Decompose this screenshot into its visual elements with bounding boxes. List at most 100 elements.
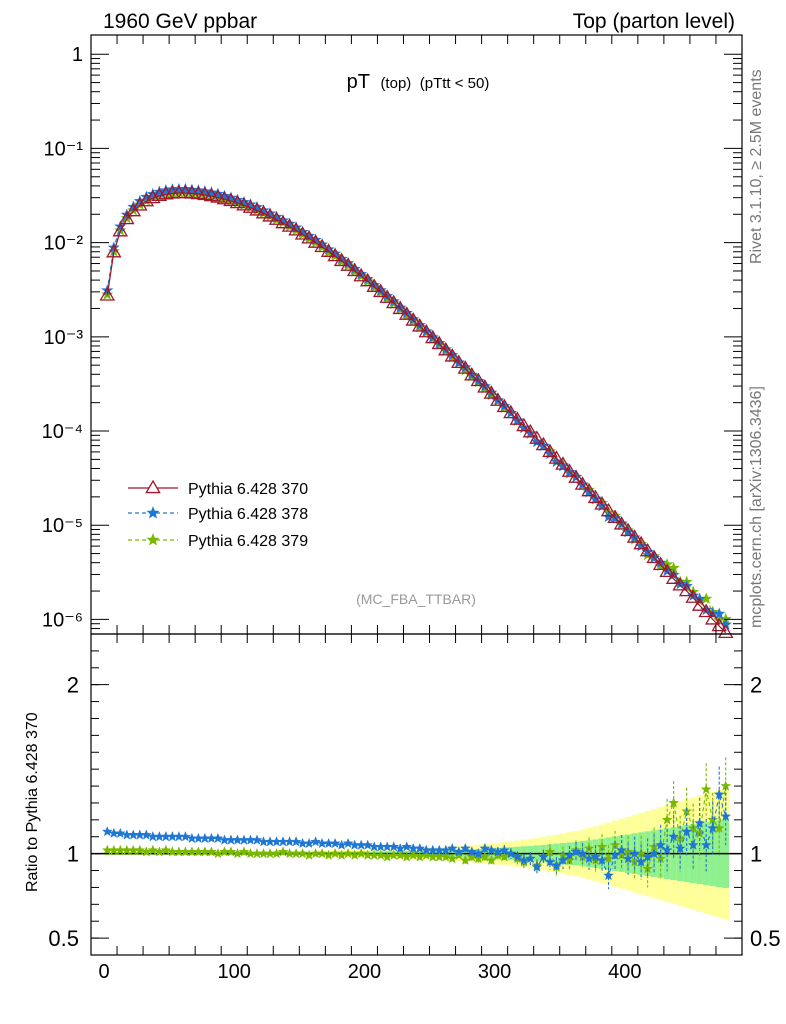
series-370-point	[353, 267, 369, 282]
series-378-ratio-point	[525, 852, 536, 864]
series-378-ratio-point	[681, 825, 693, 837]
series-370-point	[633, 535, 649, 550]
series-370-point	[307, 234, 324, 248]
series-379-ratio-point	[297, 847, 308, 859]
series-370-point	[385, 294, 402, 309]
header-right: Top (parton level)	[573, 10, 735, 33]
series-378-ratio-point	[720, 810, 732, 822]
series-379-ratio-point	[225, 846, 237, 857]
analysis-watermark: (MC_FBA_TTBAR)	[356, 591, 476, 607]
series-370-point	[262, 208, 278, 222]
series-379-ratio-point	[440, 851, 452, 862]
series-378-point	[713, 607, 726, 619]
series-370-point	[672, 577, 688, 591]
series-378-ratio-point	[661, 844, 673, 855]
series-370-point	[359, 272, 376, 287]
series-370-point	[717, 624, 734, 639]
series-378-point	[205, 186, 218, 198]
series-379-ratio-point	[238, 846, 250, 857]
header-left: 1960 GeV ppbar	[103, 10, 257, 33]
series-378-ratio-point	[668, 830, 680, 842]
series-370-point	[542, 443, 558, 458]
series-378-ratio-point	[290, 836, 302, 847]
series-370-point	[372, 283, 389, 298]
series-370-point	[516, 417, 532, 432]
main-y-tick-label: 10⁻⁶	[42, 609, 83, 631]
series-370-point	[99, 287, 116, 301]
series-378-ratio-point	[616, 844, 627, 855]
ratio-plot-frame	[90, 633, 743, 956]
series-378-ratio-point	[251, 834, 263, 845]
x-tick-label: 300	[478, 961, 511, 983]
mcplots-label: mcplots.cern.ch [arXiv:1306.3436]	[748, 386, 765, 628]
series-379-ratio-point	[355, 847, 367, 859]
main-y-tick-label: 10⁻⁴	[42, 421, 83, 443]
series-370-point	[457, 360, 474, 374]
series-370-point	[210, 189, 226, 203]
legend-marker-1	[146, 506, 160, 519]
series-378-ratio-point	[687, 839, 699, 850]
series-370-point	[119, 210, 135, 225]
series-378-ratio-point	[466, 846, 478, 857]
series-379-ratio-point	[466, 851, 478, 862]
series-370-point	[438, 341, 454, 356]
series-378-ratio-point	[648, 847, 660, 859]
series-378-ratio-point	[303, 837, 315, 849]
series-370-point	[255, 204, 272, 219]
series-379-ratio-point	[668, 797, 680, 808]
series-370-point	[444, 348, 461, 362]
series-370-point	[535, 436, 552, 451]
series-378-ratio-point	[342, 837, 354, 849]
legend-label-0: Pythia 6.428 370	[188, 481, 308, 498]
plot-title-sub2: (pTtt < 50)	[420, 75, 490, 92]
ratio-y-tick-label-right: 0.5	[750, 926, 781, 951]
series-379-ratio-point	[329, 847, 341, 859]
series-378-line	[106, 188, 727, 626]
series-379-ratio-point	[316, 847, 328, 859]
series-370-point	[112, 222, 129, 237]
series-370-point	[522, 423, 539, 438]
series-370-point	[151, 187, 168, 202]
x-tick-label: 100	[218, 961, 251, 983]
series-370-point	[431, 335, 448, 350]
series-379-ratio-point	[342, 847, 354, 859]
series-370-point	[451, 354, 467, 368]
series-378-ratio-point	[329, 837, 341, 849]
series-370-point	[366, 278, 382, 292]
series-379-ratio-point	[160, 844, 172, 855]
series-370-point	[236, 196, 252, 211]
series-379-line	[106, 192, 726, 621]
series-379-ratio-point	[277, 846, 289, 857]
series-378-ratio-point	[453, 846, 465, 857]
series-378-ratio-point	[101, 825, 113, 837]
series-370-point	[320, 243, 337, 257]
series-378-ratio-point	[596, 854, 608, 865]
series-370-point	[509, 411, 526, 425]
series-370-point	[314, 238, 330, 253]
series-370-point	[503, 404, 519, 419]
series-378-ratio-point	[570, 846, 582, 857]
series-370-point	[398, 306, 415, 320]
series-370-point	[301, 230, 317, 244]
series-378-ratio-point	[511, 851, 523, 862]
series-370-point	[418, 323, 435, 338]
plot-title-sub1: (top)	[380, 75, 411, 92]
series-370-point	[652, 556, 669, 570]
x-tick-label: 0	[98, 961, 109, 983]
main-y-tick-label: 1	[72, 44, 83, 66]
series-370-point	[275, 214, 291, 229]
series-379-ratio-point	[394, 849, 406, 860]
series-378-ratio-point	[713, 788, 725, 800]
series-378-ratio-point	[531, 861, 543, 872]
series-378-ratio-point	[179, 830, 191, 842]
ratio-y-tick-label: 1	[67, 842, 79, 867]
series-370-point	[411, 318, 428, 332]
main-y-tick-label: 10⁻⁵	[42, 515, 83, 537]
series-370-point	[529, 430, 545, 444]
main-y-tick-label: 10⁻³	[44, 327, 84, 349]
series-378-ratio-point	[310, 836, 322, 847]
series-379-ratio-point	[206, 846, 217, 857]
series-370-point	[145, 189, 161, 204]
x-tick-label: 200	[348, 961, 381, 983]
series-370-point	[268, 211, 285, 225]
